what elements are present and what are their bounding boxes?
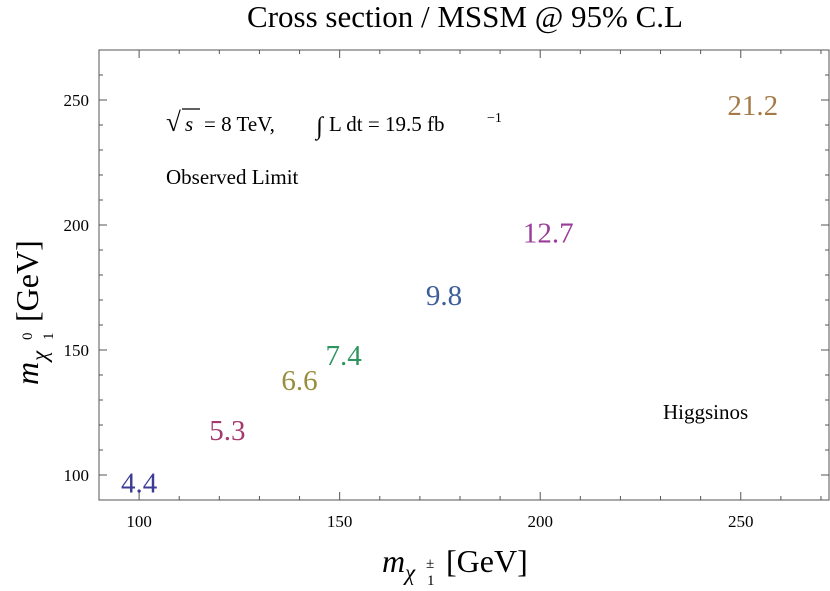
x-axis-unit: [GeV] <box>446 543 528 579</box>
axis-ticks <box>98 49 829 501</box>
y-tick-label: 250 <box>64 91 90 110</box>
model-label: Higgsinos <box>663 400 748 424</box>
luminosity-exponent: −1 <box>487 111 502 126</box>
data-label: 5.3 <box>209 415 245 447</box>
x-axis-subscript: χ <box>403 560 416 585</box>
y-tick-label: 200 <box>64 216 90 235</box>
y-axis-unit: [GeV] <box>9 240 45 322</box>
x-tick-label: 250 <box>728 512 754 531</box>
data-label: 6.6 <box>281 365 317 397</box>
x-tick-label: 100 <box>126 512 152 531</box>
data-label: 9.8 <box>426 280 462 312</box>
y-tick-label: 150 <box>64 341 90 360</box>
data-labels: 4.4 5.3 6.6 7.4 9.8 12.7 21.2 <box>121 90 778 500</box>
energy-annotation: √ s = 8 TeV, ∫ L dt = 19.5 fb −1 <box>166 107 502 141</box>
y-axis-superscript: 0 <box>20 333 36 341</box>
x-axis-subsubscript: 1 <box>427 573 435 589</box>
y-axis-label: m χ 1 0 [GeV] <box>9 240 57 385</box>
y-axis-symbol: m <box>9 362 45 385</box>
chart-title: Cross section / MSSM @ 95% C.L <box>247 0 683 34</box>
integral-symbol: ∫ <box>314 113 324 141</box>
x-tick-label: 150 <box>327 512 353 531</box>
energy-value: = 8 TeV, <box>204 112 275 136</box>
tick-labels: 100 150 200 250 100 150 200 250 <box>64 91 754 531</box>
data-label: 21.2 <box>727 90 778 122</box>
data-label: 4.4 <box>121 468 158 500</box>
data-label: 12.7 <box>523 218 574 250</box>
x-axis-symbol: m <box>382 543 405 579</box>
x-tick-label: 200 <box>527 512 553 531</box>
x-axis-superscript: ± <box>426 556 434 572</box>
x-axis-label: m χ 1 ± [GeV] <box>382 543 528 589</box>
limit-type-label: Observed Limit <box>166 165 299 189</box>
y-tick-label: 100 <box>64 466 90 485</box>
y-axis-subsubscript: 1 <box>41 333 57 341</box>
data-label: 7.4 <box>326 340 363 372</box>
energy-s: s <box>185 112 193 136</box>
luminosity-value: L dt = 19.5 fb <box>329 112 444 136</box>
sqrt-symbol: √ <box>166 107 181 137</box>
y-axis-subscript: χ <box>27 350 52 363</box>
